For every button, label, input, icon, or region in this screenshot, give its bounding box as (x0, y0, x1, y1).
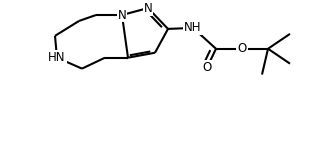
Text: O: O (202, 61, 211, 74)
Text: N: N (118, 9, 126, 21)
Text: NH: NH (184, 21, 202, 34)
Text: N: N (144, 2, 152, 15)
Text: HN: HN (48, 51, 66, 64)
Text: O: O (237, 42, 247, 55)
